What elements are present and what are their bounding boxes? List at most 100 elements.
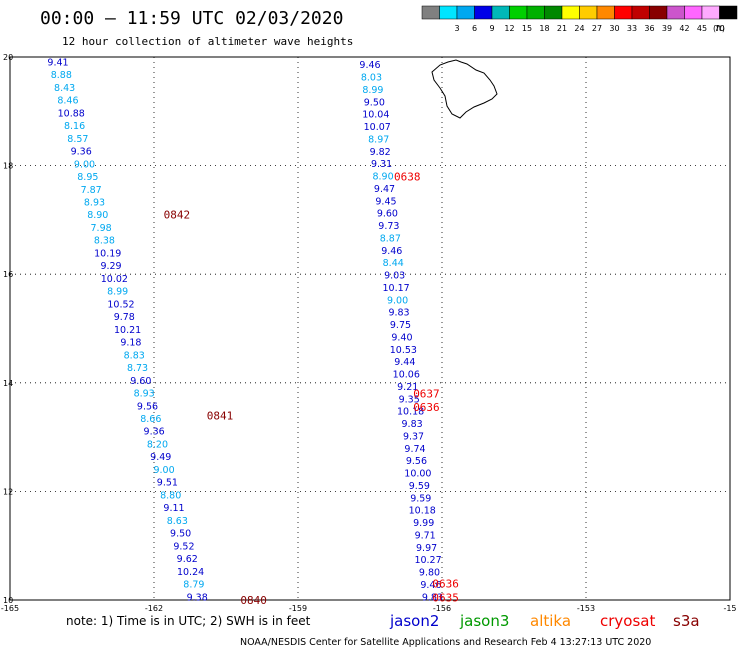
pass-time-label: 0636	[413, 401, 440, 414]
wave-height-value: 9.31	[371, 159, 392, 170]
wave-height-value: 9.45	[375, 196, 396, 207]
scale-swatch	[544, 5, 563, 20]
hawaii-island-outline	[431, 59, 498, 119]
y-tick-label: 14	[3, 379, 13, 388]
satellite-legend-item: s3a	[673, 612, 700, 630]
scale-unit-label: (ft)	[713, 24, 725, 33]
scale-swatch	[509, 5, 528, 20]
wave-height-value: 9.21	[397, 382, 418, 393]
scale-label: 15	[522, 24, 532, 33]
pass-time-label: 0638	[394, 170, 421, 183]
color-scale-legend: 3 6 9 12 15 18 21 24 27 30 33 36 39 42 45 70(ft)	[421, 5, 738, 33]
scale-label: 24	[574, 24, 584, 33]
x-tick-label: -156	[433, 604, 451, 613]
scale-swatch	[719, 5, 738, 20]
wave-height-value: 9.46	[420, 580, 441, 591]
wave-height-value: 10.07	[364, 122, 391, 133]
wave-height-value: 8.87	[380, 233, 401, 244]
wave-height-value: 9.00	[74, 159, 95, 170]
grid-lines	[10, 57, 730, 600]
satellite-legend-item: altika	[530, 612, 571, 630]
scale-label: 30	[609, 24, 619, 33]
wave-height-value: 10.17	[383, 283, 410, 294]
x-tick-label: -153	[577, 604, 595, 613]
pass-time-label: 0637	[413, 388, 440, 401]
satellite-legend-item: cryosat	[600, 612, 655, 630]
wave-height-value: 9.51	[157, 478, 178, 489]
wave-height-value: 8.95	[77, 172, 98, 183]
wave-height-value: 10.00	[404, 469, 431, 480]
wave-height-value: 10.19	[94, 248, 121, 259]
scale-label: 42	[679, 24, 689, 33]
wave-height-value: 8.57	[67, 134, 88, 145]
wave-height-values: 9.418.888.438.4610.888.168.579.369.008.9…	[47, 57, 443, 603]
scale-label: 9	[489, 24, 494, 33]
wave-height-value: 9.00	[153, 465, 174, 476]
y-tick-label: 18	[3, 162, 13, 171]
wave-height-value: 8.03	[361, 73, 382, 84]
wave-height-value: 9.83	[422, 592, 443, 603]
scale-swatch	[701, 5, 720, 20]
wave-height-value: 10.53	[390, 345, 417, 356]
chart-title: 00:00 – 11:59 UTC 02/03/2020	[40, 8, 343, 29]
wave-height-value: 9.37	[403, 431, 424, 442]
wave-height-value: 8.16	[64, 121, 85, 132]
pass-time-label: 0635	[432, 591, 459, 604]
wave-height-value: 8.80	[160, 490, 181, 501]
scale-swatch	[526, 5, 545, 20]
wave-height-value: 8.90	[87, 210, 108, 221]
y-tick-label: 16	[3, 270, 13, 279]
wave-height-value: 9.46	[381, 246, 402, 257]
wave-height-value: 10.88	[58, 108, 85, 119]
wave-height-value: 9.11	[163, 503, 184, 514]
wave-height-value: 8.73	[127, 363, 148, 374]
wave-height-value: 9.59	[410, 493, 431, 504]
wave-height-value: 8.63	[167, 516, 188, 527]
wave-height-value: 9.52	[173, 541, 194, 552]
scale-swatch	[684, 5, 703, 20]
scale-swatch	[421, 5, 440, 20]
wave-height-value: 9.99	[413, 518, 434, 529]
wave-height-value: 9.59	[409, 481, 430, 492]
y-tick-label: 10	[3, 596, 13, 605]
scale-swatch	[561, 5, 580, 20]
scale-swatch	[474, 5, 493, 20]
wave-height-value: 8.38	[94, 236, 115, 247]
pass-time-label: 0636	[432, 578, 459, 591]
y-tick-label: 20	[3, 53, 13, 62]
wave-height-value: 9.82	[370, 147, 391, 158]
wave-height-value: 9.50	[170, 529, 191, 540]
axis-ticks: -165 -162 -159 -156 -153 -15 20 18 16 14 12 10	[1, 53, 737, 613]
wave-height-value: 9.29	[100, 261, 121, 272]
pass-time-label: 0840	[240, 594, 267, 607]
wave-height-value: 9.36	[71, 147, 92, 158]
scale-swatch	[666, 5, 685, 20]
wave-height-value: 9.03	[384, 271, 405, 282]
wave-height-value: 8.79	[183, 580, 204, 591]
wave-height-value: 10.04	[362, 110, 389, 121]
wave-height-value: 9.73	[378, 221, 399, 232]
wave-height-value: 8.99	[362, 85, 383, 96]
wave-height-value: 9.50	[364, 97, 385, 108]
scale-label: 3	[454, 24, 459, 33]
scale-label: 45	[697, 24, 707, 33]
wave-height-value: 10.18	[409, 506, 436, 517]
scale-label: 70	[714, 24, 724, 33]
wave-height-value: 8.43	[54, 83, 75, 94]
scale-swatch	[614, 5, 633, 20]
wave-height-value: 10.52	[107, 299, 134, 310]
wave-height-value: 9.35	[399, 394, 420, 405]
wave-height-value: 9.97	[416, 543, 437, 554]
wave-height-value: 9.60	[377, 209, 398, 220]
scale-label: 18	[539, 24, 549, 33]
wave-height-value: 9.56	[137, 401, 158, 412]
wave-height-value: 9.60	[130, 376, 151, 387]
wave-height-value: 9.18	[120, 338, 141, 349]
scale-label: 36	[644, 24, 654, 33]
wave-height-value: 9.36	[144, 427, 165, 438]
wave-height-value: 10.18	[397, 407, 424, 418]
wave-height-value: 8.93	[134, 389, 155, 400]
wave-height-value: 8.97	[368, 134, 389, 145]
wave-height-value: 8.88	[51, 70, 72, 81]
